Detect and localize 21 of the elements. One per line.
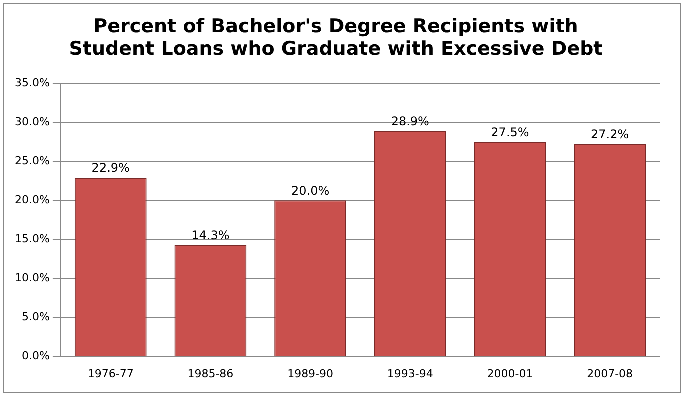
data-label: 28.9% [391,114,430,128]
data-label: 27.2% [591,128,630,142]
y-tick-label: 10.0% [14,272,50,285]
y-tick-label: 30.0% [14,115,50,128]
x-tick-label: 1976-77 [88,367,134,380]
y-tick-label: 0.0% [22,350,50,363]
y-tick-label: 5.0% [22,310,50,324]
chart-title: Percent of Bachelor's Degree Recipients with Student Loans who Graduate with Excessive Debt [69,15,603,60]
data-label: 20.0% [291,184,330,198]
data-label: 22.9% [92,161,130,176]
data-label: 27.5% [491,125,530,140]
x-tick-label: 1989-90 [288,367,334,380]
x-tick-label: 2000-01 [487,367,534,380]
x-tick-label: 1985-86 [188,367,234,380]
y-tick-label: 25.0% [14,154,50,168]
x-tick-label: 1993-94 [387,367,434,380]
x-tick-label: 2007-08 [587,367,634,380]
y-tick-label: 20.0% [14,194,50,207]
y-tick-label: 15.0% [14,232,50,246]
data-label: 14.3% [192,228,230,242]
y-tick-label: 35.0% [14,76,50,90]
